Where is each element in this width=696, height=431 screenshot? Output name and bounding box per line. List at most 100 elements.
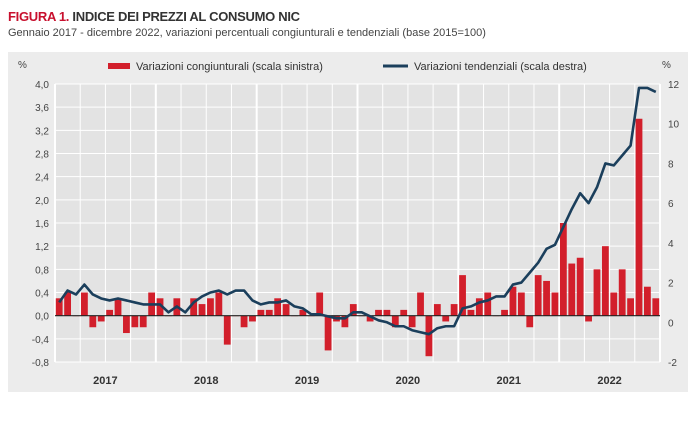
left-tick-label: 2,4: [35, 173, 49, 184]
bar-congiunturale: [551, 292, 559, 316]
bar-congiunturale: [610, 292, 618, 316]
bar-congiunturale: [341, 315, 349, 328]
right-axis-unit: %: [662, 60, 671, 71]
figure-subtitle: Gennaio 2017 - dicembre 2022, variazioni…: [8, 27, 486, 39]
bar-congiunturale: [223, 315, 231, 345]
bar-congiunturale: [652, 298, 660, 316]
left-tick-label: 1,6: [35, 219, 49, 230]
left-tick-label: -0,8: [32, 358, 50, 369]
bar-congiunturale: [106, 309, 114, 316]
bar-congiunturale: [64, 292, 72, 316]
bar-congiunturale: [257, 309, 265, 316]
bar-congiunturale: [97, 315, 105, 322]
bar-congiunturale: [366, 315, 374, 322]
bar-congiunturale: [585, 315, 592, 322]
bar-congiunturale: [139, 315, 147, 328]
left-tick-label: 1,2: [35, 242, 49, 253]
left-tick-label: 2,0: [35, 196, 49, 207]
figure-title: FIGURA 1. INDICE DEI PREZZI AL CONSUMO N…: [8, 9, 300, 24]
right-tick-label: 8: [668, 159, 674, 170]
bar-congiunturale: [114, 298, 122, 316]
left-tick-label: -0,4: [32, 335, 50, 346]
bar-congiunturale: [442, 315, 450, 322]
year-label: 2022: [597, 375, 621, 387]
bar-congiunturale: [484, 292, 492, 316]
right-tick-label: -2: [668, 358, 677, 369]
bar-congiunturale: [383, 309, 391, 316]
bar-congiunturale: [55, 298, 63, 316]
bar-congiunturale: [123, 315, 130, 334]
bar-congiunturale: [568, 263, 576, 316]
left-tick-label: 0,8: [35, 265, 49, 276]
chart-panel: 4,0 3,6 3,2 2,8 2,4 2,0 1,6 1,2 0,8 0,4 0,0 -0,4 -0,…: [8, 52, 688, 392]
bar-congiunturale: [509, 286, 517, 316]
bar-congiunturale: [635, 118, 643, 316]
bar-congiunturale: [517, 292, 525, 316]
bar-congiunturale: [433, 304, 441, 316]
bar-congiunturale: [240, 315, 248, 328]
right-tick-label: 10: [668, 120, 680, 131]
bar-congiunturale: [576, 257, 584, 316]
year-label: 2020: [396, 375, 420, 387]
figure-label: FIGURA 1.: [8, 9, 70, 24]
bar-congiunturale: [131, 315, 139, 328]
bar-congiunturale: [349, 304, 357, 316]
bar-congiunturale: [156, 298, 164, 316]
legend-label-line: Variazioni tendenziali (scala destra): [414, 61, 587, 73]
right-tick-label: 0: [668, 318, 674, 329]
left-tick-label: 0,0: [35, 312, 49, 323]
bar-congiunturale: [543, 280, 550, 316]
year-label: 2019: [295, 375, 319, 387]
left-axis-unit: %: [18, 60, 27, 71]
bar-congiunturale: [274, 298, 282, 316]
bar-congiunturale: [198, 304, 206, 316]
bar-congiunturale: [215, 292, 223, 316]
bar-congiunturale: [316, 292, 324, 316]
title-text: INDICE DEI PREZZI AL CONSUMO NIC: [72, 9, 300, 24]
left-tick-label: 4,0: [35, 80, 49, 91]
right-tick-label: 4: [668, 239, 674, 250]
bar-congiunturale: [425, 315, 433, 357]
bar-congiunturale: [391, 315, 399, 328]
left-tick-label: 2,8: [35, 150, 49, 161]
left-tick-label: 0,4: [35, 289, 49, 300]
line-tendenziale: [58, 86, 657, 336]
year-label: 2021: [497, 375, 521, 387]
bar-congiunturale: [81, 292, 88, 316]
chart: 4,0 3,6 3,2 2,8 2,4 2,0 1,6 1,2 0,8 0,4 0,0 -0,4 -0,…: [18, 60, 680, 387]
bar-congiunturale: [501, 309, 508, 316]
bar-congiunturale: [559, 223, 567, 316]
bar-congiunturale: [249, 315, 256, 322]
legend-swatch-bars: [108, 63, 130, 69]
bar-congiunturale: [627, 298, 634, 316]
bar-congiunturale: [534, 275, 542, 316]
left-tick-label: 3,6: [35, 103, 49, 114]
right-tick-label: 2: [668, 279, 674, 290]
bar-congiunturale: [89, 315, 97, 328]
year-label: 2018: [194, 375, 218, 387]
bar-congiunturale: [467, 309, 475, 316]
bar-congiunturale: [265, 309, 273, 316]
left-tick-label: 3,2: [35, 126, 49, 137]
bar-congiunturale: [459, 275, 466, 316]
legend-label-bars: Variazioni congiunturali (scala sinistra…: [136, 61, 323, 73]
year-label: 2017: [93, 375, 117, 387]
bar-congiunturale: [593, 269, 601, 316]
bar-congiunturale: [190, 298, 198, 316]
bar-congiunturale: [475, 298, 483, 316]
bar-congiunturale: [324, 315, 332, 351]
right-tick-label: 12: [668, 80, 680, 91]
bar-congiunturale: [375, 309, 382, 316]
bar-congiunturale: [601, 246, 609, 316]
bar-congiunturale: [207, 298, 214, 316]
bar-congiunturale: [299, 309, 307, 316]
bar-congiunturale: [618, 269, 626, 316]
bar-congiunturale: [400, 309, 408, 316]
bar-congiunturale: [643, 286, 651, 316]
bar-congiunturale: [417, 292, 424, 316]
bar-congiunturale: [282, 304, 290, 316]
bar-congiunturale: [450, 304, 458, 316]
bar-congiunturale: [408, 315, 416, 328]
bar-congiunturale: [526, 315, 534, 328]
right-tick-label: 6: [668, 199, 674, 210]
